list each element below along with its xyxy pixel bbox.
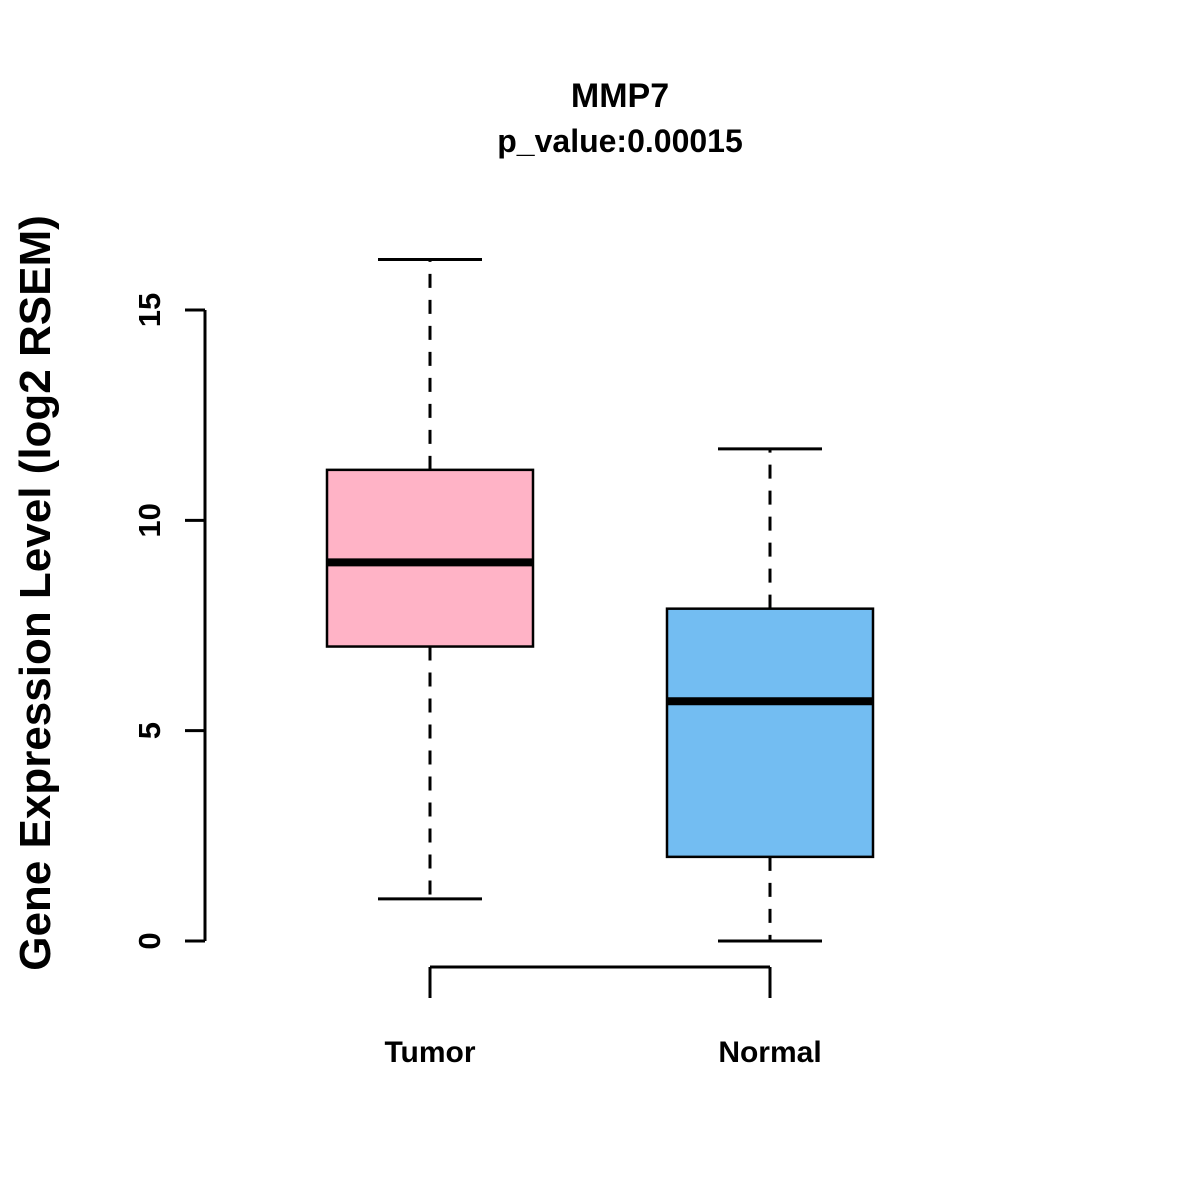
category-label-normal: Normal — [718, 1036, 821, 1069]
y-axis-label: Gene Expression Level (log2 RSEM) — [11, 215, 60, 971]
y-tick-label: 10 — [132, 503, 167, 537]
category-label-tumor: Tumor — [384, 1036, 475, 1069]
box-tumor — [325, 468, 535, 648]
chart-subtitle: p_value:0.00015 — [497, 122, 743, 159]
y-tick-label: 0 — [132, 932, 167, 949]
title-block: MMP7 p_value:0.00015 — [170, 74, 1070, 163]
box-normal — [665, 607, 875, 859]
y-tick-label: 5 — [132, 722, 167, 739]
chart-title: MMP7 — [570, 77, 670, 115]
y-tick-label: 15 — [132, 293, 167, 327]
